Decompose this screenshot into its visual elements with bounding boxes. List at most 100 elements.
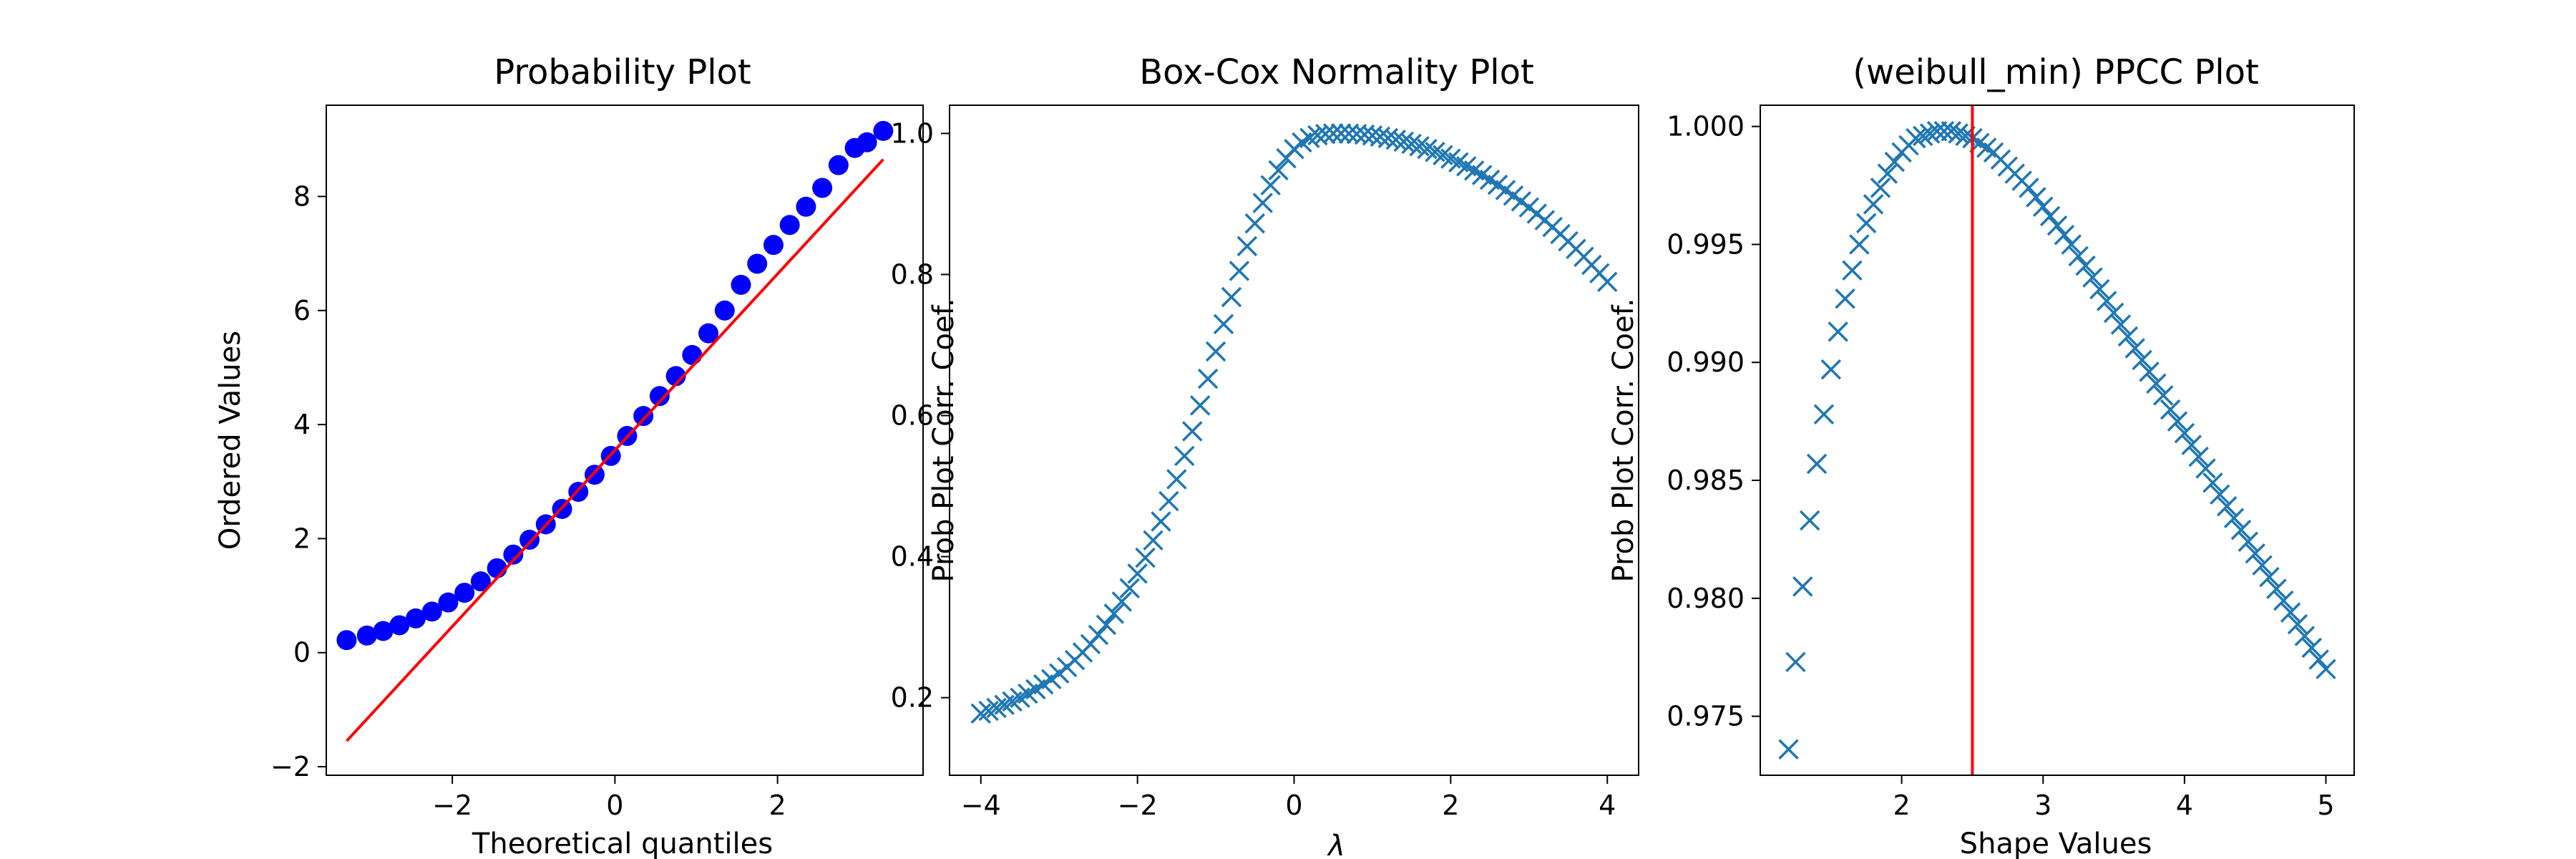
probability-plot-title: Probability Plot — [494, 52, 751, 92]
ppcc-plot-point — [1778, 739, 1799, 759]
ppcc-plot-point — [2287, 613, 2308, 635]
boxcox-plot-point — [1370, 126, 1391, 147]
ppcc-plot-point — [1799, 510, 1820, 531]
boxcox-plot-point — [1409, 136, 1430, 157]
boxcox-plot-point — [1119, 578, 1140, 598]
probability-plot-fit-line — [345, 158, 884, 742]
ppcc-plot-point — [2075, 255, 2096, 276]
probability-plot-ytick-label: 2 — [293, 523, 311, 554]
probability-plot-point — [665, 366, 686, 387]
boxcox-plot-point — [1088, 624, 1109, 646]
boxcox-plot-point — [1330, 123, 1352, 144]
probability-plot-point — [857, 132, 877, 152]
ppcc-plot-point — [2068, 246, 2089, 267]
probability-plot-point — [633, 406, 654, 427]
boxcox-plot-point — [1268, 160, 1289, 181]
probability-plot-ytick-label: 4 — [293, 409, 311, 440]
ppcc-plot-point — [2280, 602, 2301, 623]
ppcc-plot-point — [2110, 314, 2132, 335]
probability-plot-point — [747, 253, 768, 274]
probability-plot-point — [503, 544, 524, 565]
probability-plot-xtick-label: −2 — [432, 790, 472, 821]
ppcc-plot-point — [2202, 472, 2223, 493]
boxcox-plot-ylabel: Prob Plot Corr. Coef. — [927, 299, 960, 583]
ppcc-plot-point — [2132, 349, 2152, 371]
ppcc-plot-xlabel: Shape Values — [1960, 828, 2152, 859]
ppcc-plot-ytick-label: 0.975 — [1667, 701, 1745, 732]
boxcox-plot-point — [1205, 341, 1226, 362]
ppcc-plot-point — [2301, 637, 2322, 659]
probability-plot-panel: Probability Plot Theoretical quantiles O… — [214, 52, 924, 859]
ppcc-plot-point — [2230, 520, 2252, 540]
ppcc-plot-point — [1877, 163, 1898, 184]
boxcox-plot-point — [970, 703, 992, 724]
boxcox-plot-point — [1377, 127, 1399, 149]
boxcox-plot-frame — [949, 105, 1639, 776]
ppcc-plot-point — [2054, 225, 2075, 246]
boxcox-plot-panel: Box-Cox Normality Plot λ Prob Plot Corr.… — [891, 52, 1639, 859]
boxcox-plot-xtick-label: 0 — [1285, 790, 1302, 821]
ppcc-plot-xtick-label: 5 — [2317, 790, 2334, 821]
ppcc-plot-ytick-label: 0.995 — [1667, 228, 1745, 260]
probability-plot-point — [336, 630, 357, 651]
ppcc-plot-point — [2273, 590, 2294, 611]
probability-plot-point — [405, 608, 426, 629]
ppcc-plot-point — [2294, 626, 2316, 646]
probability-plot-point — [873, 120, 894, 141]
ppcc-plot-point — [2046, 215, 2068, 236]
boxcox-plot-ytick-label: 1.0 — [891, 117, 934, 149]
boxcox-plot-xtick-label: 4 — [1599, 790, 1616, 821]
ppcc-plot-point — [2089, 278, 2110, 300]
ppcc-plot-point — [2167, 411, 2188, 432]
probability-plot-point — [389, 615, 410, 636]
ppcc-plot-point — [2266, 578, 2287, 599]
boxcox-plot-point — [1338, 123, 1360, 144]
ppcc-plot-xtick-label: 4 — [2176, 790, 2193, 821]
probability-plot-ytick-label: −2 — [270, 751, 311, 782]
ppcc-plot-point — [2223, 508, 2245, 528]
boxcox-plot-point — [1189, 395, 1211, 416]
boxcox-plot-xtick-label: −4 — [961, 790, 1001, 821]
probability-plot-point — [763, 235, 784, 256]
boxcox-plot-point — [1197, 368, 1219, 389]
ppcc-plot-point — [1813, 404, 1835, 424]
ppcc-plot-ytick-label: 0.980 — [1667, 583, 1745, 614]
ppcc-plot-point — [1913, 125, 1933, 147]
probability-plot-point — [649, 386, 670, 407]
probability-plot-point — [519, 530, 540, 550]
boxcox-plot-xlabel: λ — [1327, 830, 1345, 859]
ppcc-plot-ytick-label: 1.000 — [1667, 111, 1745, 142]
probability-plot-point — [731, 274, 751, 295]
probability-plot-ylabel: Ordered Values — [214, 331, 247, 550]
ppcc-plot-point — [1785, 651, 1806, 673]
ppcc-plot-point — [1870, 178, 1891, 198]
boxcox-plot-point — [1158, 490, 1179, 512]
boxcox-plot-point — [1315, 123, 1336, 145]
ppcc-plot-point — [2216, 496, 2238, 517]
boxcox-plot-point — [1236, 236, 1258, 257]
ppcc-plot-point — [1863, 194, 1884, 215]
probability-plot-point — [779, 215, 800, 236]
probability-plot-point — [438, 592, 459, 613]
boxcox-plot-ytick-label: 0.4 — [891, 541, 934, 573]
ppcc-plot-point — [1855, 213, 1877, 234]
ppcc-plot-point — [2160, 399, 2181, 420]
ppcc-plot-point — [2019, 178, 2039, 198]
probability-plot-point — [828, 155, 849, 175]
ppcc-plot-point — [1941, 121, 1962, 142]
ppcc-plot-ytick-label: 0.985 — [1667, 465, 1745, 496]
probability-plot-point — [373, 621, 394, 641]
ppcc-plot-point — [2181, 435, 2202, 455]
ppcc-plot-point — [2210, 484, 2230, 505]
ppcc-plot-point — [2117, 326, 2139, 347]
probability-plot-ytick-label: 0 — [293, 637, 311, 669]
ppcc-plot-point — [1849, 234, 1870, 255]
boxcox-plot-point — [1174, 445, 1195, 467]
ppcc-plot-point — [2033, 196, 2054, 217]
ppcc-plot-point — [2139, 361, 2160, 382]
probability-plot-point — [796, 196, 816, 217]
boxcox-plot-point — [1166, 469, 1187, 490]
probability-plot-point — [470, 571, 491, 592]
ppcc-plot-point — [1792, 576, 1813, 597]
